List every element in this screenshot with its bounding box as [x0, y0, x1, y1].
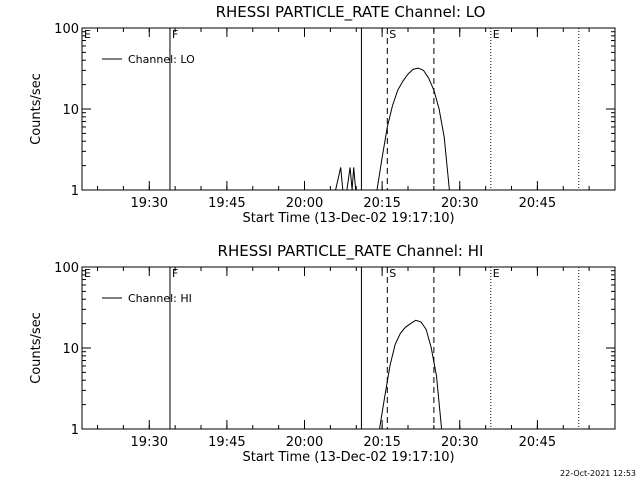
event-line-label: S: [389, 267, 396, 280]
y-tick-label: 1: [71, 184, 79, 199]
x-tick-label: 20:30: [441, 435, 478, 450]
series-line: [379, 319, 443, 429]
x-axis-label: Start Time (13-Dec-02 19:17:10): [242, 211, 454, 226]
y-tick-label: 100: [54, 261, 79, 276]
event-line-label: F: [172, 267, 178, 280]
series-line: [335, 167, 344, 190]
x-tick-label: 20:15: [363, 435, 400, 450]
x-axis-label: Start Time (13-Dec-02 19:17:10): [242, 450, 454, 465]
x-tick-label: 20:45: [519, 435, 556, 450]
x-tick-label: 20:15: [363, 196, 400, 211]
left-marker-label: E: [84, 267, 91, 280]
timestamp: 22-Oct-2021 12:53: [560, 469, 636, 478]
y-tick-label: 10: [62, 342, 79, 357]
hi-channel-panel: RHESSI PARTICLE_RATE Channel: HI 1 10 100 19…: [29, 242, 616, 465]
x-tick-label: 20:45: [519, 196, 556, 211]
x-tick-label: 19:30: [131, 196, 168, 211]
x-tick-label: 20:00: [286, 435, 323, 450]
series-line: [376, 67, 450, 190]
x-tick-label: 20:00: [286, 196, 323, 211]
x-tick-label: 19:30: [131, 435, 168, 450]
lo-channel-panel: RHESSI PARTICLE_RATE Channel: LO 1 10 100 19…: [29, 3, 616, 226]
y-tick-label: 10: [62, 103, 79, 118]
y-axis-label: Counts/sec: [29, 73, 44, 145]
x-tick-label: 19:45: [208, 196, 245, 211]
legend-label: Channel: HI: [128, 292, 192, 305]
left-marker-label: E: [84, 28, 91, 41]
event-line-label: S: [389, 28, 396, 41]
x-tick-label: 19:45: [208, 435, 245, 450]
series-line: [346, 167, 357, 190]
event-line-label: E: [493, 28, 500, 41]
event-line-label: E: [493, 267, 500, 280]
chart-title: RHESSI PARTICLE_RATE Channel: HI: [218, 242, 484, 261]
x-tick-label: 20:30: [441, 196, 478, 211]
y-tick-label: 100: [54, 22, 79, 37]
chart-title: RHESSI PARTICLE_RATE Channel: LO: [216, 3, 486, 22]
y-tick-label: 1: [71, 423, 79, 438]
event-line-label: F: [172, 28, 178, 41]
legend-label: Channel: LO: [128, 53, 195, 66]
y-axis-label: Counts/sec: [29, 312, 44, 384]
